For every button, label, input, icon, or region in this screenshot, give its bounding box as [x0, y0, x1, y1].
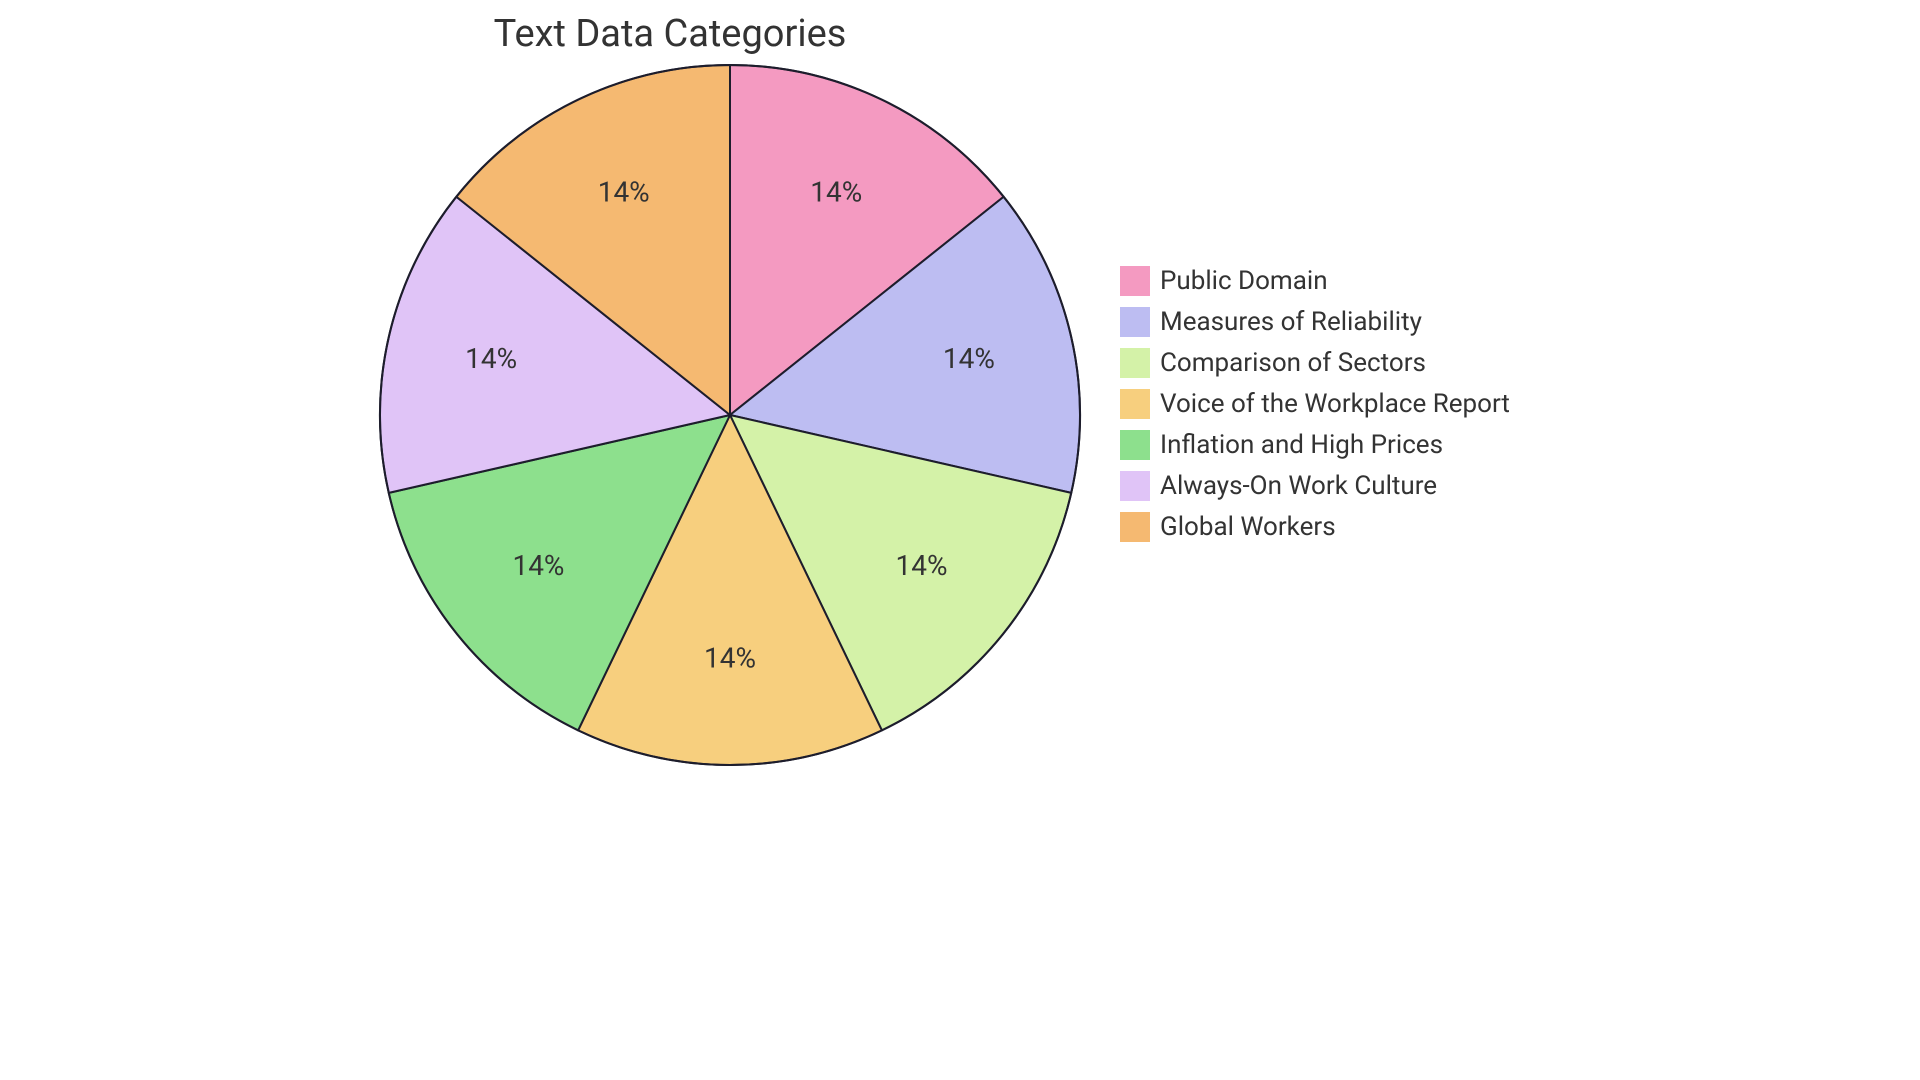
legend-item: Measures of Reliability [1120, 301, 1510, 342]
slice-percent-label: 14% [810, 176, 862, 209]
legend-label: Voice of the Workplace Report [1160, 389, 1510, 419]
slice-percent-label: 14% [943, 342, 995, 375]
legend-item: Comparison of Sectors [1120, 342, 1510, 383]
legend-swatch [1120, 471, 1150, 501]
legend-item: Always-On Work Culture [1120, 465, 1510, 506]
legend-item: Voice of the Workplace Report [1120, 383, 1510, 424]
pie-chart: 14% 14% 14% 14% 14% 14% 14% [240, 0, 1084, 773]
slice-percent-label: 14% [704, 641, 756, 674]
legend-item: Public Domain [1120, 260, 1510, 301]
legend-item: Inflation and High Prices [1120, 424, 1510, 465]
legend-item: Global Workers [1120, 506, 1510, 547]
legend-label: Measures of Reliability [1160, 307, 1422, 337]
slice-percent-label: 14% [896, 549, 948, 582]
pie-svg: 14% 14% 14% 14% 14% 14% 14% [240, 0, 1084, 769]
legend-label: Always-On Work Culture [1160, 471, 1437, 501]
legend-label: Global Workers [1160, 512, 1336, 542]
legend-swatch [1120, 389, 1150, 419]
legend-label: Comparison of Sectors [1160, 348, 1426, 378]
legend-swatch [1120, 430, 1150, 460]
legend-swatch [1120, 307, 1150, 337]
slice-percent-label: 14% [465, 342, 517, 375]
legend-label: Inflation and High Prices [1160, 430, 1443, 460]
slice-percent-label: 14% [598, 176, 650, 209]
legend-swatch [1120, 348, 1150, 378]
slice-percent-label: 14% [512, 549, 564, 582]
chart-stage: Text Data Categories 14%14%14%14%14%14%1… [240, 0, 1680, 810]
legend-swatch [1120, 266, 1150, 296]
legend-swatch [1120, 512, 1150, 542]
legend-label: Public Domain [1160, 266, 1328, 296]
legend: Public Domain Measures of Reliability Comp… [1120, 260, 1510, 547]
